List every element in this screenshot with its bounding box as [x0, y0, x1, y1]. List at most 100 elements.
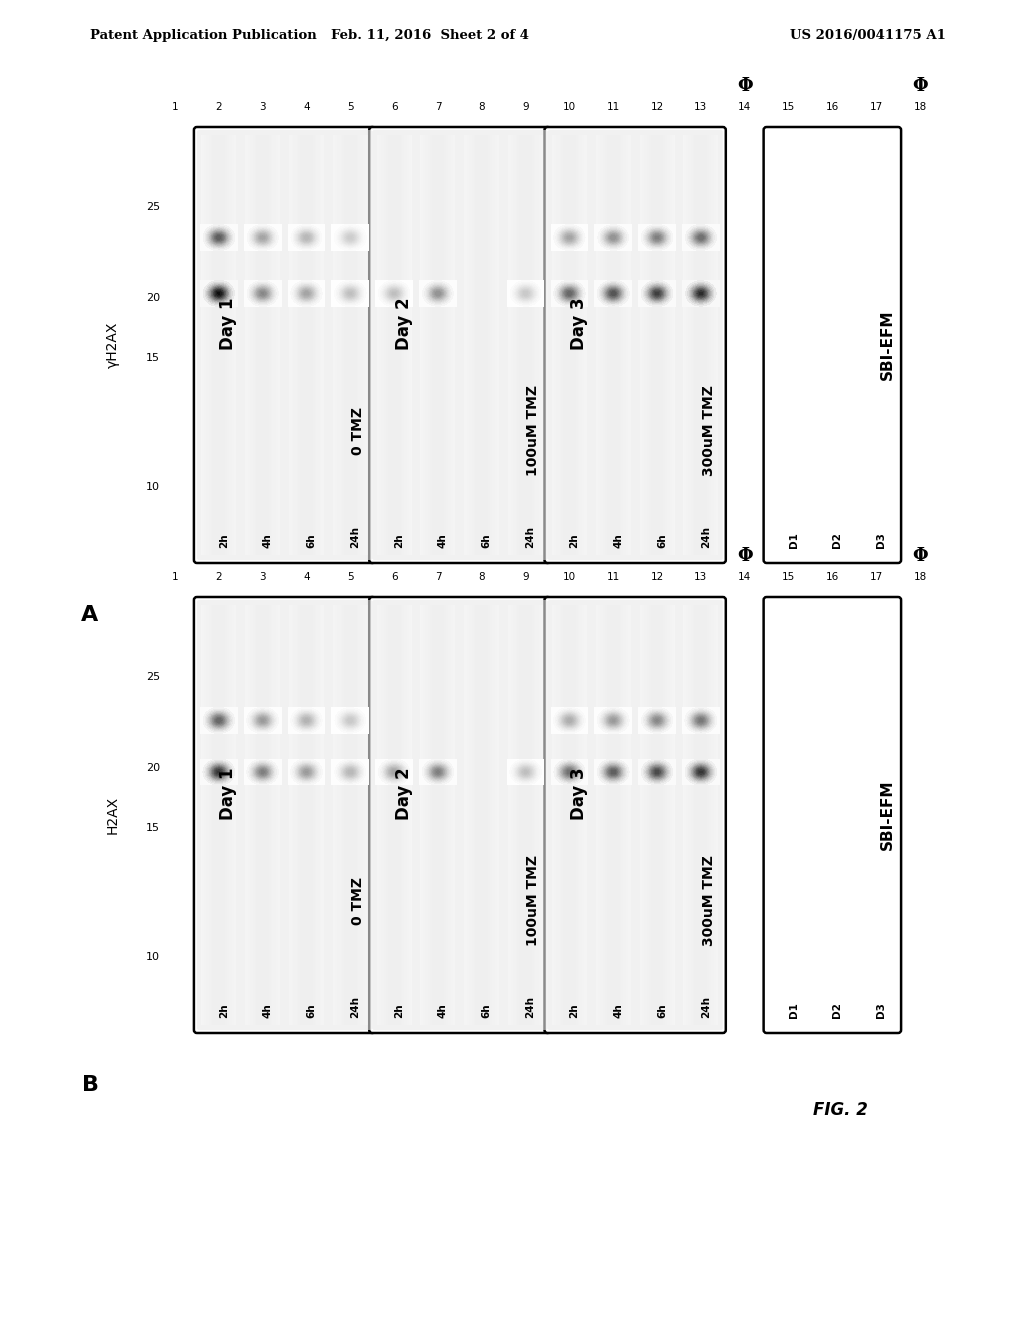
Text: 6h: 6h: [657, 533, 667, 548]
FancyBboxPatch shape: [197, 129, 372, 560]
FancyBboxPatch shape: [764, 127, 901, 564]
Text: 6h: 6h: [306, 1003, 316, 1018]
Text: 7: 7: [434, 572, 441, 582]
Text: γH2AX: γH2AX: [106, 322, 120, 368]
Text: 4: 4: [303, 572, 310, 582]
Text: 6h: 6h: [657, 1003, 667, 1018]
Text: D3: D3: [877, 1002, 886, 1018]
FancyBboxPatch shape: [194, 127, 375, 564]
Text: 10: 10: [563, 572, 575, 582]
Text: 25: 25: [145, 202, 160, 213]
Text: 100uM TMZ: 100uM TMZ: [526, 385, 541, 477]
Text: 24h: 24h: [700, 525, 711, 548]
Text: 6: 6: [391, 572, 397, 582]
Text: 4h: 4h: [262, 533, 272, 548]
Text: 11: 11: [606, 572, 620, 582]
Text: 20: 20: [145, 763, 160, 772]
Text: 24h: 24h: [350, 997, 360, 1018]
Text: Patent Application Publication: Patent Application Publication: [90, 29, 316, 41]
Text: FIG. 2: FIG. 2: [813, 1101, 868, 1119]
Text: B: B: [82, 1074, 98, 1096]
Text: 7: 7: [434, 102, 441, 112]
Text: 24h: 24h: [700, 997, 711, 1018]
Text: 5: 5: [347, 572, 353, 582]
Text: 15: 15: [782, 572, 796, 582]
Text: D2: D2: [833, 532, 843, 548]
FancyBboxPatch shape: [764, 597, 901, 1034]
Text: 16: 16: [825, 102, 839, 112]
Text: Φ: Φ: [912, 546, 928, 565]
Text: 14: 14: [738, 102, 752, 112]
Text: 18: 18: [913, 102, 927, 112]
Text: 24h: 24h: [525, 525, 536, 548]
Text: Day 1: Day 1: [219, 297, 238, 350]
Text: 3: 3: [259, 102, 266, 112]
Text: 4h: 4h: [613, 533, 624, 548]
Text: 24h: 24h: [525, 997, 536, 1018]
Text: 18: 18: [913, 572, 927, 582]
Text: 10: 10: [563, 102, 575, 112]
Text: 20: 20: [145, 293, 160, 302]
Text: 300uM TMZ: 300uM TMZ: [701, 855, 716, 946]
Text: 12: 12: [650, 572, 664, 582]
Text: 2: 2: [215, 102, 222, 112]
Text: 2h: 2h: [394, 1003, 404, 1018]
FancyBboxPatch shape: [197, 601, 372, 1030]
FancyBboxPatch shape: [548, 129, 723, 560]
Text: 25: 25: [145, 672, 160, 682]
Text: 8: 8: [478, 102, 485, 112]
Text: 10: 10: [146, 952, 160, 962]
Text: 16: 16: [825, 572, 839, 582]
Text: Day 1: Day 1: [219, 767, 238, 820]
Text: Feb. 11, 2016  Sheet 2 of 4: Feb. 11, 2016 Sheet 2 of 4: [331, 29, 529, 41]
Text: 13: 13: [694, 102, 708, 112]
Text: 4h: 4h: [438, 533, 447, 548]
Text: 4h: 4h: [262, 1003, 272, 1018]
Text: 17: 17: [869, 102, 883, 112]
Text: 12: 12: [650, 102, 664, 112]
Text: 4: 4: [303, 102, 310, 112]
Text: 300uM TMZ: 300uM TMZ: [701, 385, 716, 477]
Text: 24h: 24h: [350, 525, 360, 548]
Text: 4h: 4h: [438, 1003, 447, 1018]
Text: 5: 5: [347, 102, 353, 112]
Text: D1: D1: [788, 532, 799, 548]
Text: 1: 1: [172, 102, 178, 112]
Text: 10: 10: [146, 482, 160, 492]
Text: D2: D2: [833, 1002, 843, 1018]
Text: 6h: 6h: [481, 533, 492, 548]
Text: 15: 15: [146, 822, 160, 833]
Text: 8: 8: [478, 572, 485, 582]
Text: Day 3: Day 3: [570, 767, 588, 820]
Text: 6h: 6h: [306, 533, 316, 548]
Text: 100uM TMZ: 100uM TMZ: [526, 855, 541, 946]
Text: Day 2: Day 2: [395, 297, 413, 350]
Text: H2AX: H2AX: [106, 796, 120, 834]
Text: 2: 2: [215, 572, 222, 582]
Text: 15: 15: [782, 102, 796, 112]
Text: 11: 11: [606, 102, 620, 112]
Text: 15: 15: [146, 352, 160, 363]
Text: 9: 9: [522, 572, 529, 582]
Text: D3: D3: [877, 532, 886, 548]
FancyBboxPatch shape: [370, 127, 551, 564]
Text: SBI-EFM: SBI-EFM: [880, 780, 895, 850]
Text: 6h: 6h: [481, 1003, 492, 1018]
Text: D1: D1: [788, 1002, 799, 1018]
Text: US 2016/0041175 A1: US 2016/0041175 A1: [790, 29, 946, 41]
Text: 0 TMZ: 0 TMZ: [351, 876, 366, 925]
FancyBboxPatch shape: [548, 601, 723, 1030]
Text: Day 3: Day 3: [570, 297, 588, 350]
Text: 3: 3: [259, 572, 266, 582]
FancyBboxPatch shape: [370, 597, 551, 1034]
Text: 9: 9: [522, 102, 529, 112]
FancyBboxPatch shape: [545, 127, 726, 564]
Text: 2h: 2h: [569, 1003, 580, 1018]
Text: Φ: Φ: [737, 546, 753, 565]
Text: A: A: [81, 605, 98, 624]
Text: 2h: 2h: [219, 1003, 228, 1018]
Text: 6: 6: [391, 102, 397, 112]
Text: 0 TMZ: 0 TMZ: [351, 407, 366, 455]
Text: 1: 1: [172, 572, 178, 582]
Text: Φ: Φ: [737, 77, 753, 95]
